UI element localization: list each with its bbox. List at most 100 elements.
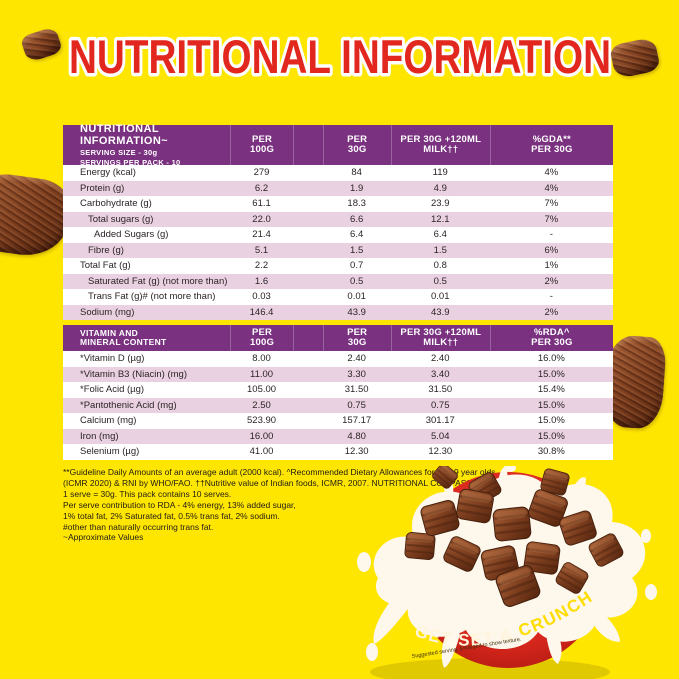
title-text: NUTRITIONAL INFORMATION (69, 30, 611, 83)
table-row: *Vitamin D (µg) 8.00 2.40 2.40 16.0% (63, 351, 613, 367)
value-percent: 15.0% (537, 399, 565, 411)
bowl-shadow (370, 658, 610, 679)
header-cell-per-30g-milk: PER 30G +120ML MILK†† (390, 325, 490, 351)
header-cell-vitamin-label: VITAMIN AND MINERAL CONTENT (80, 327, 167, 347)
value-per-30g-milk: 3.40 (431, 368, 450, 380)
value-per-100g: 2.2 (254, 260, 269, 272)
value-per-30g: 0.75 (347, 399, 366, 411)
table-row: Total Fat (g) 2.2 0.7 0.8 1% (63, 258, 613, 274)
value-per-30g: 3.30 (347, 368, 366, 380)
value-per-30g: 4.80 (347, 430, 366, 442)
row-label: Calcium (mg) (80, 415, 137, 427)
value-per-30g: 1.5 (350, 244, 364, 256)
value-percent: 7% (544, 213, 559, 225)
value-per-30g-milk: 5.04 (431, 430, 450, 442)
value-per-100g: 146.4 (249, 306, 274, 318)
value-per-30g-milk: 0.01 (431, 291, 450, 303)
table-row: Sodium (mg) 146.4 43.9 43.9 2% (63, 304, 613, 320)
value-per-100g: 22.0 (252, 213, 271, 225)
cereal-piece-icon (0, 169, 73, 261)
value-per-30g: 0.01 (347, 291, 366, 303)
value-per-30g: 18.3 (347, 198, 366, 210)
value-percent: 2% (544, 275, 559, 287)
value-per-100g: 41.00 (249, 446, 274, 458)
table-row: Energy (kcal) 279 84 119 4% (63, 165, 613, 181)
value-per-30g: 2.40 (347, 353, 366, 365)
table-row: Carbohydrate (g) 61.1 18.3 23.9 7% (63, 196, 613, 212)
footnote-line: **Guideline Daily Amounts of an average … (63, 467, 496, 477)
header-cell-rda: %RDA^ PER 30G (489, 325, 613, 351)
footnote-line: Per serve contribution to RDA - 4% energ… (63, 499, 296, 510)
value-percent: 15.4% (537, 384, 565, 396)
value-percent: 1% (544, 260, 559, 272)
header-cell-per-30g: PER 30G (322, 325, 391, 351)
row-label: *Pantothenic Acid (mg) (80, 399, 177, 411)
header-cell-label: NUTRITIONAL INFORMATION~ SERVING SIZE - … (63, 123, 230, 167)
footnote-line: 1% total fat, 2% Saturated fat, 0.5% tra… (63, 510, 280, 521)
value-per-30g: 0.5 (350, 275, 364, 287)
value-per-30g-milk: 12.1 (431, 213, 450, 225)
header-cell-spacer (292, 125, 323, 165)
table-row: *Pantothenic Acid (mg) 2.50 0.75 0.75 15… (63, 397, 613, 413)
row-label: Saturated Fat (g) (not more than) (88, 275, 228, 287)
row-label: *Folic Acid (µg) (80, 384, 145, 396)
value-percent: - (549, 291, 553, 303)
value-per-100g: 61.1 (252, 198, 271, 210)
nutrition-table-header: NUTRITIONAL INFORMATION~ SERVING SIZE - … (63, 123, 613, 167)
value-per-30g-milk: 31.50 (428, 384, 453, 396)
value-per-30g-milk: 23.9 (431, 198, 450, 210)
row-label: *Vitamin B3 (Niacin) (mg) (80, 368, 187, 380)
value-per-100g: 8.00 (252, 353, 271, 365)
table-row: Total sugars (g) 22.0 6.6 12.1 7% (63, 211, 613, 227)
value-per-100g: 0.03 (252, 291, 271, 303)
nutrition-rows: Energy (kcal) 279 84 119 4% Protein (g) … (63, 165, 613, 320)
header-cell-gda: %GDA** PER 30G (489, 125, 613, 165)
servings-per-pack: SERVINGS PER PACK - 10 (80, 158, 181, 167)
value-percent: 15.0% (537, 430, 565, 442)
footnotes: **Guideline Daily Amounts of an average … (63, 467, 533, 543)
value-per-30g: 12.30 (344, 446, 369, 458)
row-label: *Vitamin D (µg) (80, 353, 145, 365)
value-percent: 30.8% (537, 446, 565, 458)
table-row: *Folic Acid (µg) 105.00 31.50 31.50 15.4… (63, 382, 613, 398)
nutrition-table: NUTRITIONAL INFORMATION~ SERVING SIZE - … (63, 123, 613, 460)
footnote-line: ~Approximate Values (63, 532, 144, 543)
table-row: Selenium (µg) 41.00 12.30 12.30 30.8% (63, 444, 613, 460)
page-title: NUTRITIONAL INFORMATION (60, 24, 620, 90)
table-row: Calcium (mg) 523.90 157.17 301.17 15.0% (63, 413, 613, 429)
value-per-30g: 0.7 (350, 260, 364, 272)
footnote-line: (ICMR 2020) & RNI by WHO/FAO. ††Nutritiv… (63, 477, 479, 488)
row-label: Energy (kcal) (80, 167, 136, 179)
row-label: Selenium (µg) (80, 446, 140, 458)
row-label: Sodium (mg) (80, 306, 135, 318)
table-title: NUTRITIONAL INFORMATION~ (80, 123, 169, 147)
value-per-30g: 157.17 (342, 415, 372, 427)
value-per-30g: 1.9 (350, 182, 364, 194)
value-percent: 7% (544, 198, 559, 210)
value-per-30g-milk: 43.9 (431, 306, 450, 318)
value-per-30g: 6.4 (350, 229, 364, 241)
value-per-30g: 6.6 (350, 213, 364, 225)
vitamin-table-header: VITAMIN AND MINERAL CONTENT PER 100G PER… (63, 325, 613, 351)
value-per-100g: 105.00 (247, 384, 277, 396)
value-per-100g: 523.90 (247, 415, 277, 427)
value-percent: 15.0% (537, 415, 565, 427)
value-percent: 15.0% (537, 368, 565, 380)
table-row: Saturated Fat (g) (not more than) 1.6 0.… (63, 273, 613, 289)
value-percent: 6% (544, 244, 559, 256)
row-label: Iron (mg) (80, 430, 119, 442)
value-per-100g: 21.4 (252, 229, 271, 241)
footnote-line: #other than naturally occurring trans fa… (63, 521, 214, 532)
value-per-100g: 16.00 (249, 430, 274, 442)
value-per-100g: 5.1 (254, 244, 269, 256)
serving-size: SERVING SIZE - 30g (80, 148, 158, 157)
value-per-30g: 43.9 (347, 306, 366, 318)
row-label: Carbohydrate (g) (80, 198, 152, 210)
table-row: *Vitamin B3 (Niacin) (mg) 11.00 3.30 3.4… (63, 366, 613, 382)
value-per-30g-milk: 2.40 (431, 353, 450, 365)
cereal-bowl-graphic: GET SET & CRUNCH Suggested serving. Enla… (350, 461, 679, 679)
vitamin-rows: *Vitamin D (µg) 8.00 2.40 2.40 16.0% *Vi… (63, 351, 613, 460)
footnote-line: 1 serve = 30g. This pack contains 10 ser… (63, 488, 232, 499)
value-per-30g-milk: 0.5 (433, 275, 447, 287)
